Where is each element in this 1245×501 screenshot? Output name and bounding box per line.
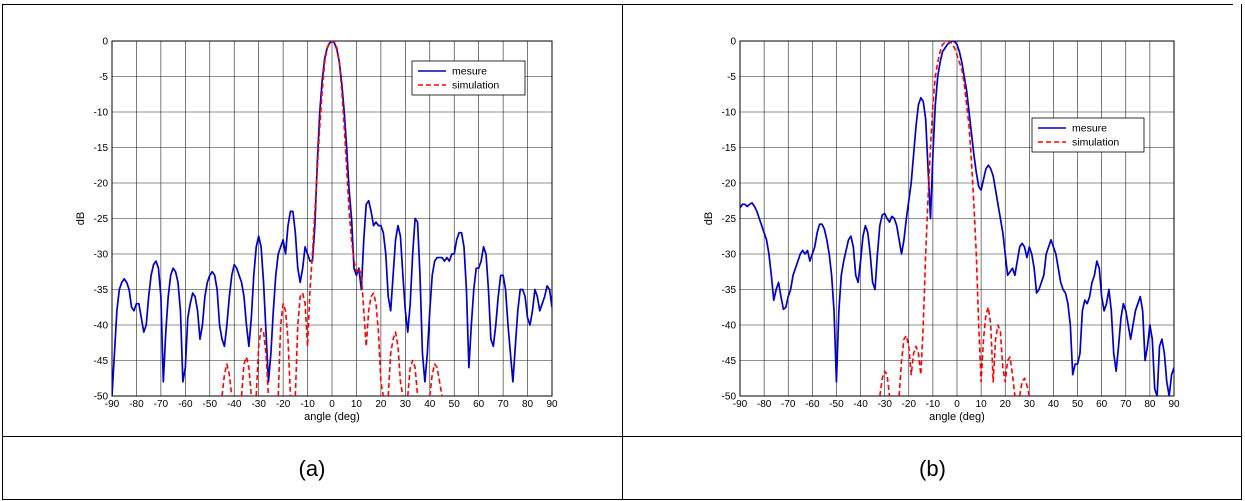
chart1-y-tick-label: -25: [722, 214, 737, 225]
chart0-y-axis-label: dB: [75, 212, 87, 225]
chart0-x-tick-label: -20: [276, 399, 291, 410]
chart0-y-tick-label: -30: [94, 250, 109, 261]
chart1-x-tick-label: 40: [1048, 399, 1060, 410]
chart1-plot-frame: [739, 40, 1175, 397]
chart0-x-tick-label: 30: [400, 399, 412, 410]
chart0-x-tick-label: -40: [227, 399, 242, 410]
chart1-x-tick-label: -30: [877, 399, 892, 410]
chart1-y-axis-label: dB: [703, 212, 715, 225]
chart0-legend-label-mesure: mesure: [452, 66, 487, 78]
chart0-x-tick-label: -10: [300, 399, 315, 410]
chart1-series-mesure-line: [740, 41, 1174, 396]
chart1-x-axis-label: angle (deg): [929, 411, 985, 423]
chart0-y-tick-label: -50: [94, 392, 109, 403]
chart0-legend-box: [411, 60, 526, 96]
chart0-x-tick-label: 40: [424, 399, 436, 410]
chart0-x-tick-label: 50: [449, 399, 461, 410]
chart1-x-tick-label: 0: [954, 399, 960, 410]
chart1-x-tick-label: 10: [976, 399, 988, 410]
chart0-y-tick-label: 0: [102, 37, 108, 48]
chart1-x-tick-label: -20: [902, 399, 917, 410]
chart0-y-tick-label: -35: [94, 285, 109, 296]
chart1-x-tick-label: 20: [1000, 399, 1012, 410]
chart1-x-tick-label: -40: [853, 399, 868, 410]
chart0-y-tick-label: -15: [94, 143, 109, 154]
chart0-series-simulation-line: [277, 302, 292, 396]
chart0-x-tick-label: 70: [498, 399, 510, 410]
chart1-x-tick-label: -50: [829, 399, 844, 410]
chart0-x-tick-label: -50: [203, 399, 218, 410]
table-top-border-left: [2, 4, 623, 5]
chart-cell-a: -90 -80 -70 -60 -50 -40 -30 -20 -10 0 10 20 30 40 50 60…: [2, 4, 623, 436]
chart0-x-tick-label: 60: [473, 399, 485, 410]
chart0-series-simulation-line: [428, 363, 443, 396]
chart1-x-tick-label: 50: [1072, 399, 1084, 410]
chart1-series-simulation-line: [879, 370, 891, 396]
chart1-y-tick-label: -10: [722, 108, 737, 119]
chart0-y-tick-label: -10: [94, 108, 109, 119]
chart0-y-tick-label: -40: [94, 321, 109, 332]
chart1-legend-label-mesure: mesure: [1072, 123, 1107, 135]
chart0-series-simulation-line: [221, 363, 233, 396]
chart0-x-axis-label: angle (deg): [304, 411, 360, 423]
chart1-x-tick-label: -10: [926, 399, 941, 410]
chart1-series-simulation-line: [1018, 377, 1031, 396]
chart1-x-tick-label: 70: [1120, 399, 1132, 410]
chart1-y-tick-label: -35: [722, 285, 737, 296]
chart0-series-simulation-line: [294, 41, 385, 396]
chart1-x-tick-label: 80: [1144, 399, 1156, 410]
chart0-x-tick-label: 80: [522, 399, 534, 410]
chart1-y-tick-label: -5: [727, 72, 736, 83]
chart0-x-tick-label: 90: [546, 399, 558, 410]
chart-cell-b: -90 -80 -70 -60 -50 -40 -30 -20 -10 0 10 20 30 40 50 60…: [623, 4, 1242, 436]
chart0-x-tick-label: -30: [251, 399, 266, 410]
caption-a: (a): [2, 437, 623, 500]
chart-a: -90 -80 -70 -60 -50 -40 -30 -20 -10 0 10 20 30 40 50 60…: [75, 37, 558, 424]
caption-b: (b): [919, 455, 946, 481]
chart0-x-tick-label: 10: [351, 399, 363, 410]
chart0-y-tick-label: -20: [94, 179, 109, 190]
chart1-y-tick-label: -20: [722, 179, 737, 190]
chart0-x-tick-label: -90: [105, 399, 120, 410]
chart0-legend-label-simulation: simulation: [452, 80, 499, 92]
chart1-y-tick-label: -15: [722, 143, 737, 154]
chart0-series-simulation-line: [240, 356, 253, 396]
chart0-y-tick-label: -5: [99, 72, 108, 83]
chart1-y-tick-label: -30: [722, 250, 737, 261]
chart0-x-tick-label: -80: [129, 399, 144, 410]
chart1-x-tick-label: 90: [1168, 399, 1180, 410]
chart1-y-tick-label: 0: [730, 37, 736, 48]
chart0-x-tick-label: -60: [178, 399, 193, 410]
chart1-x-tick-label: 60: [1096, 399, 1108, 410]
chart1-x-tick-label: 30: [1024, 399, 1036, 410]
chart0-y-tick-label: -45: [94, 356, 109, 367]
chart1-series-simulation-line: [898, 41, 1016, 396]
chart1-x-tick-label: -70: [781, 399, 796, 410]
chart1-legend-box: [1031, 117, 1145, 153]
chart0-series-mesure-line: [112, 41, 552, 396]
chart0-y-tick-label: -25: [94, 214, 109, 225]
chart0-series-simulation-line: [255, 327, 270, 396]
chart1-y-tick-label: -50: [722, 392, 737, 403]
chart1-x-tick-label: -60: [805, 399, 820, 410]
chart1-x-tick-label: -90: [733, 399, 748, 410]
chart0-x-tick-label: 20: [375, 399, 387, 410]
chart-b: -90 -80 -70 -60 -50 -40 -30 -20 -10 0 10 20 30 40 50 60…: [703, 37, 1180, 424]
chart1-x-tick-label: -80: [757, 399, 772, 410]
chart0-x-tick-label: 0: [329, 399, 335, 410]
chart1-y-tick-label: -40: [722, 321, 737, 332]
chart0-series-simulation-line: [387, 331, 404, 396]
chart1-y-tick-label: -45: [722, 356, 737, 367]
table-top-border-right: [623, 4, 1233, 5]
chart1-legend-label-simulation: simulation: [1072, 137, 1119, 149]
caption-divider: [2, 436, 1242, 437]
chart0-x-tick-label: -70: [154, 399, 169, 410]
chart0-series-simulation-line: [406, 359, 419, 396]
